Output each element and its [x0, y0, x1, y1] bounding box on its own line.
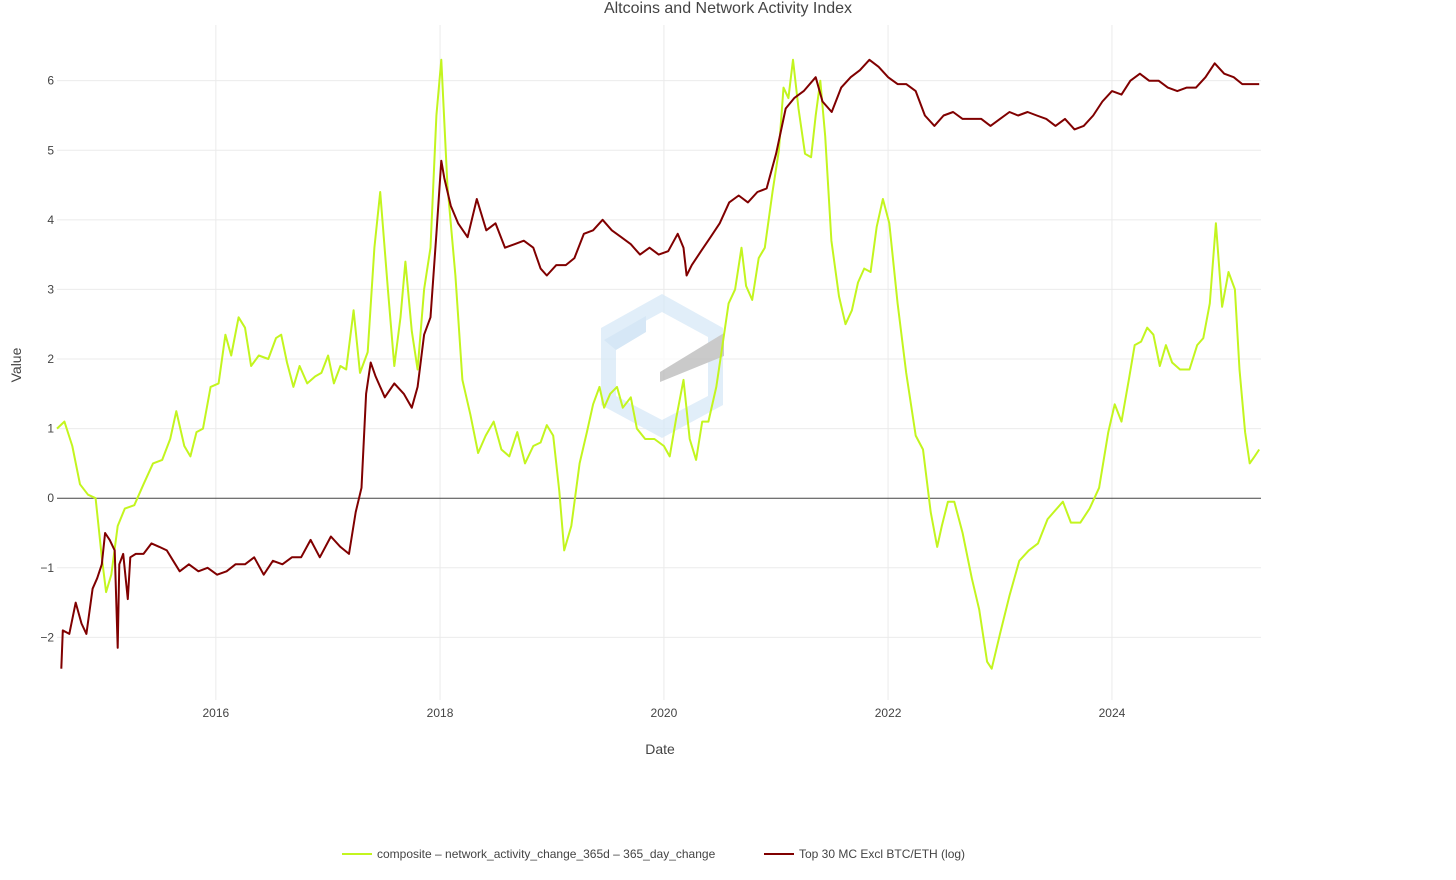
watermark-logo	[601, 294, 724, 438]
y-axis-label: Value	[8, 347, 24, 382]
legend-label: Top 30 MC Excl BTC/ETH (log)	[799, 847, 965, 861]
y-tick-label: 5	[47, 143, 54, 157]
chart-title: Altcoins and Network Activity Index	[604, 0, 852, 17]
tick-layer: −2 −1 0 1 2 3 4 5 6 2016 2018 2020 2022 2024	[40, 74, 1125, 720]
x-tick-label: 2024	[1099, 706, 1126, 720]
y-tick-label: 0	[47, 491, 54, 505]
series-line-1	[56, 58, 1261, 670]
x-tick-label: 2018	[427, 706, 454, 720]
legend-label: composite – network_activity_change_365d…	[377, 847, 716, 861]
y-tick-label: 3	[47, 282, 54, 296]
x-tick-label: 2016	[203, 706, 230, 720]
series-line-2	[60, 58, 1260, 669]
legend-item-1[interactable]: composite – network_activity_change_365d…	[342, 847, 716, 861]
y-tick-label: 4	[47, 213, 54, 227]
legend[interactable]: composite – network_activity_change_365d…	[342, 847, 965, 861]
y-tick-label: 6	[47, 74, 54, 88]
y-tick-label: 1	[47, 422, 54, 436]
grid	[57, 25, 1261, 700]
x-axis-label: Date	[645, 741, 675, 757]
x-tick-label: 2022	[875, 706, 902, 720]
y-tick-label: −2	[40, 630, 54, 644]
series-layer	[56, 58, 1261, 670]
y-tick-label: −1	[40, 561, 54, 575]
legend-item-2[interactable]: Top 30 MC Excl BTC/ETH (log)	[764, 847, 965, 861]
y-tick-label: 2	[47, 352, 54, 366]
x-tick-label: 2020	[651, 706, 678, 720]
